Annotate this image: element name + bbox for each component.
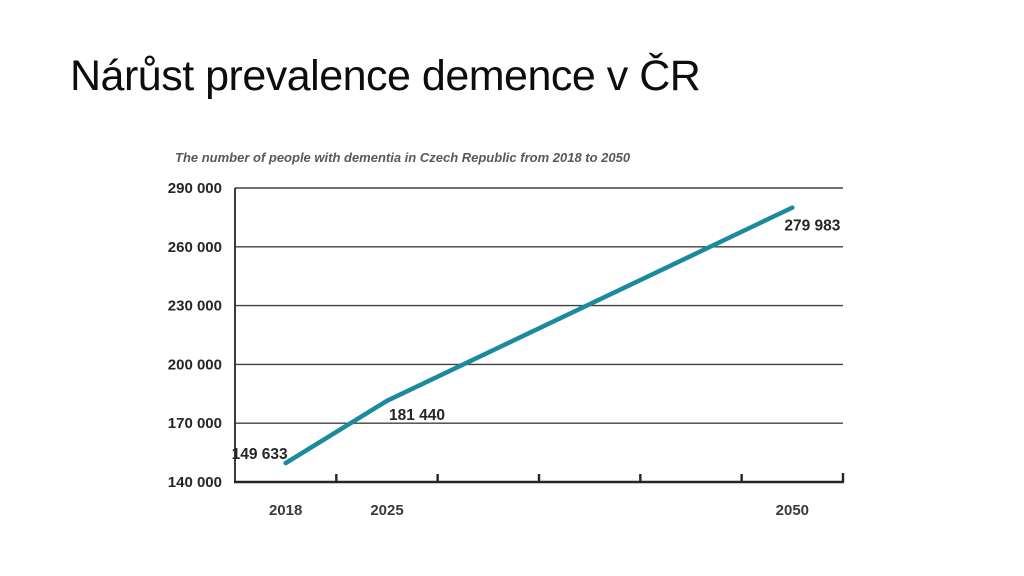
x-axis-ticks [335, 473, 845, 482]
data-point-label: 149 633 [232, 446, 288, 463]
x-axis-label: 2025 [370, 502, 403, 519]
data-line-path [283, 205, 795, 466]
y-axis-label: 200 000 [168, 356, 222, 373]
data-point-label: 181 440 [389, 407, 445, 424]
gridlines [235, 187, 843, 424]
y-axis-label: 230 000 [168, 298, 222, 315]
data-line [283, 205, 795, 466]
y-axis-label: 290 000 [168, 180, 222, 197]
x-axis-label: 2018 [269, 502, 302, 519]
y-axis-label: 140 000 [168, 474, 222, 491]
x-axis-label: 2050 [776, 502, 809, 519]
slide-title: Nárůst prevalence demence v ČR [70, 52, 701, 100]
y-axis-label: 260 000 [168, 239, 222, 256]
y-axis-labels: 140 000 170 000 200 000 230 000 260 000 290 0… [168, 180, 222, 491]
data-point-label: 279 983 [784, 218, 840, 235]
chart-subtitle: The number of people with dementia in Cz… [175, 150, 631, 165]
y-axis-label: 170 000 [168, 415, 222, 432]
x-axis-labels: 2018 2025 2050 [269, 502, 809, 519]
data-labels: 149 633 181 440 279 983 [232, 218, 841, 463]
